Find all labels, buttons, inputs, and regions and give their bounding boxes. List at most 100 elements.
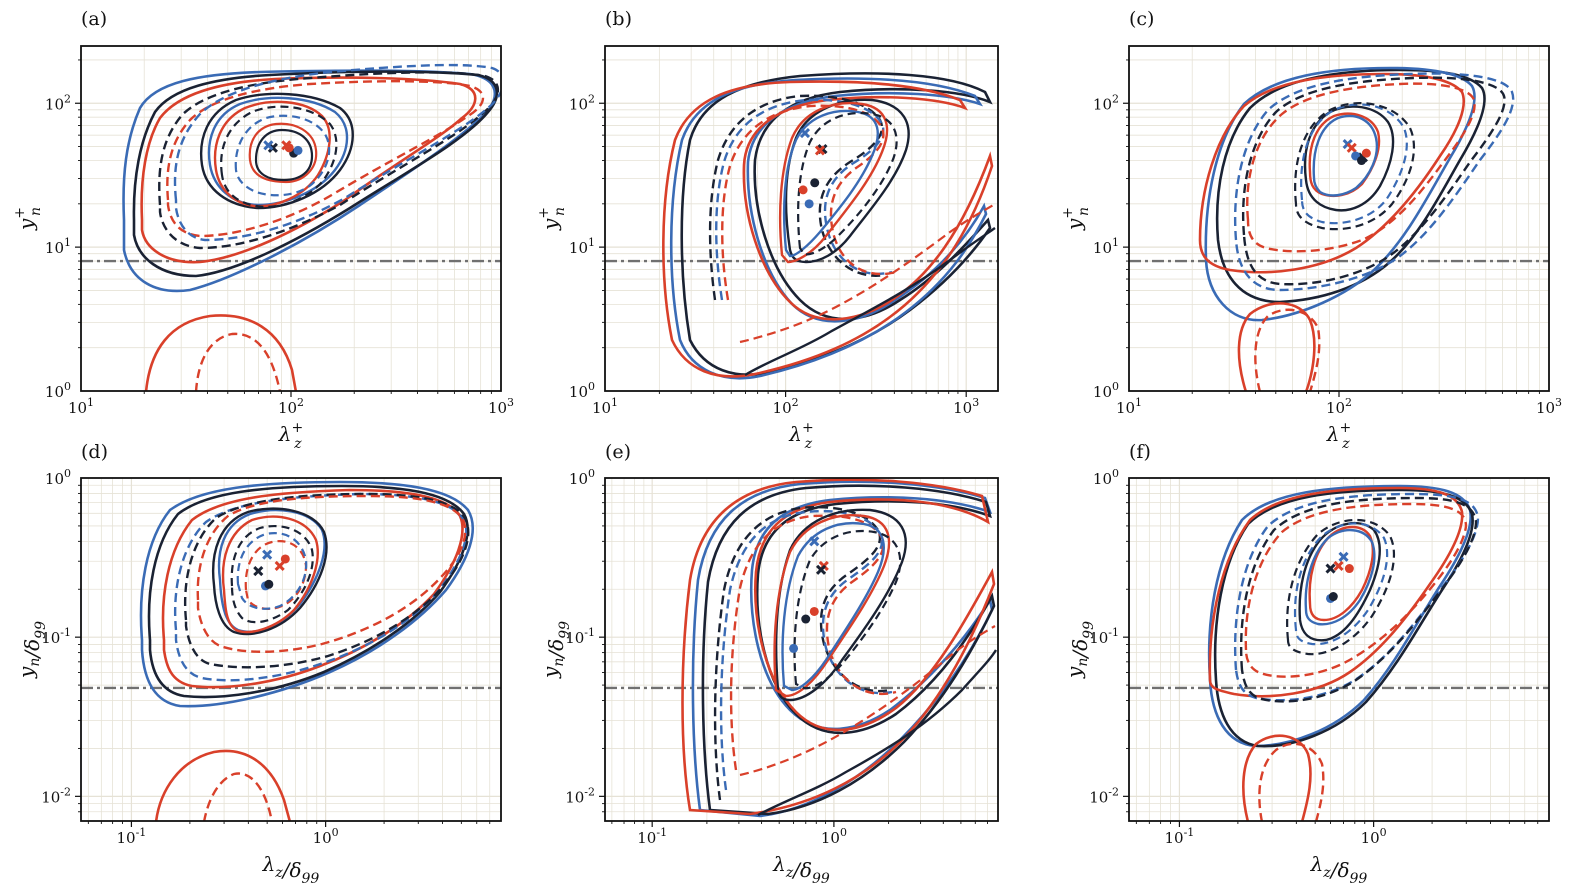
- x-tick-label: 100: [1361, 826, 1387, 847]
- contour-black-inner: [200, 92, 354, 210]
- peak-dot-red: [798, 185, 808, 195]
- y-tick-label: 100: [569, 380, 595, 401]
- axes-frame-b: [604, 45, 999, 392]
- peak-dot-black: [1357, 156, 1367, 166]
- y-tick-label: 100: [1093, 467, 1119, 488]
- y-tick-label: 102: [1093, 92, 1119, 113]
- peak-dot-red: [284, 143, 294, 153]
- contour-red-outer: [681, 478, 996, 816]
- contour-black-innermost: [254, 128, 314, 182]
- contour-red-near-wall: [154, 749, 292, 821]
- axis-labels: λ+ z y+n λ+ z y+n λ+ z y+n λz/δ99 yn/δ99 λz/δ99 yn/δ…: [12, 207, 1367, 887]
- peak-markers-c: [1342, 139, 1371, 166]
- contour-blue-outer: [122, 69, 496, 293]
- contour-red-outer-dashed: [196, 494, 467, 653]
- grid-d: [81, 478, 501, 821]
- contour-black-inner: [212, 507, 328, 636]
- peak-cross-red: [814, 145, 826, 156]
- peak-cross-black: [816, 564, 827, 575]
- x-axis-label-b: λ+ z: [788, 420, 813, 452]
- x-tick-label: 102: [278, 396, 304, 417]
- peak-cross-blue: [799, 128, 811, 139]
- contour-near-wall-rise-black: [757, 649, 998, 817]
- x-tick-label: 101: [68, 396, 94, 417]
- contour-near-wall-rise-red-dashed: [739, 625, 996, 777]
- contours-e: [681, 478, 998, 818]
- contour-blue-inner-dashed: [1293, 522, 1389, 646]
- axes-frame-e: [604, 477, 999, 822]
- contour-black-inner: [1298, 522, 1381, 642]
- panel-label-b: (b): [605, 8, 632, 30]
- peak-dot-black: [801, 614, 811, 624]
- contour-black-outer: [1215, 68, 1486, 304]
- y-tick-label: 100: [45, 467, 71, 488]
- contour-blue-outer: [1204, 66, 1476, 322]
- contour-black-inner-dashed: [1286, 518, 1396, 656]
- contour-red-inner: [773, 514, 891, 698]
- contour-blue-inner: [782, 109, 879, 258]
- peak-cross-blue: [262, 549, 273, 560]
- contour-red-near-wall-dashed: [194, 332, 282, 391]
- peak-dot-blue: [293, 145, 303, 155]
- contours-a: [122, 63, 501, 391]
- contour-red-inner: [213, 100, 331, 208]
- contour-blue-inner: [207, 96, 349, 207]
- peak-cross-red: [274, 560, 285, 572]
- x-tick-label: 10-1: [1165, 826, 1195, 847]
- grid-c: [1129, 46, 1549, 391]
- ticks-e: 10-1 100 10-2 10-1 100: [565, 467, 988, 847]
- x-axis-label-c: λ+ z: [1326, 420, 1351, 452]
- ticks-f: 10-1 100 10-2 10-1 100: [1089, 467, 1539, 847]
- contour-blue-inner-dashed: [234, 114, 331, 197]
- contour-black-outer: [147, 484, 469, 699]
- x-tick-label: 101: [1116, 396, 1142, 417]
- contour-black-outer-dashed: [1241, 76, 1506, 286]
- contour-blue-outer-dashed: [1233, 72, 1515, 292]
- contour-red-innermost: [248, 122, 318, 184]
- x-tick-label: 102: [773, 396, 799, 417]
- x-tick-label: 10-1: [637, 826, 667, 847]
- y-tick-label: 10-2: [565, 785, 595, 806]
- panel-label-c: (c): [1129, 8, 1154, 30]
- peak-dot-red: [280, 554, 290, 564]
- y-axis-label-c: y+n: [1060, 207, 1092, 231]
- peak-markers-a: [263, 140, 303, 158]
- contour-black-outer-dashed: [158, 71, 499, 250]
- contour-blue-outer: [139, 480, 474, 708]
- peak-dot-red: [1361, 148, 1371, 158]
- peak-cross-blue: [263, 140, 274, 151]
- contour-blue-inner: [1312, 114, 1379, 197]
- contour-black-inner-dashed: [230, 524, 314, 624]
- peak-dot-red: [1344, 564, 1354, 574]
- contour-blue-inner: [781, 522, 885, 692]
- y-axis-label-d: yn/δ99: [14, 621, 49, 679]
- contour-blue-outer-dashed: [173, 63, 501, 242]
- contour-red-outer: [1208, 486, 1464, 698]
- peak-markers-b: [798, 128, 828, 209]
- peak-dot-black: [810, 178, 820, 188]
- y-axis-label-b: y+n: [536, 207, 568, 231]
- y-axis-label-f: yn/δ99: [1062, 621, 1097, 679]
- contour-black-inner-dashed: [793, 530, 902, 690]
- peak-cross-blue: [809, 536, 820, 547]
- axes-frame-f: [1128, 477, 1550, 822]
- y-tick-label: 10-1: [1089, 626, 1119, 647]
- grid-e: [605, 478, 998, 821]
- panel-label-a: (a): [81, 8, 107, 30]
- contour-red-outer-dashed: [1246, 82, 1476, 253]
- ticks-d: 10-1 100 10-2 10-1 100: [41, 467, 491, 847]
- contours-b: [662, 72, 996, 380]
- contour-blue-inner: [1304, 529, 1376, 626]
- grid-f: [1129, 478, 1549, 821]
- x-tick-label: 101: [592, 396, 618, 417]
- contour-blue-mid-dashed: [719, 510, 893, 791]
- y-tick-label: 10-2: [1089, 785, 1119, 806]
- contour-red-near-wall-dashed: [1258, 742, 1325, 821]
- peak-cross-red: [1333, 560, 1344, 572]
- x-axis-label-d: λz/δ99: [262, 852, 320, 887]
- contour-near-wall-rise-black: [744, 227, 996, 377]
